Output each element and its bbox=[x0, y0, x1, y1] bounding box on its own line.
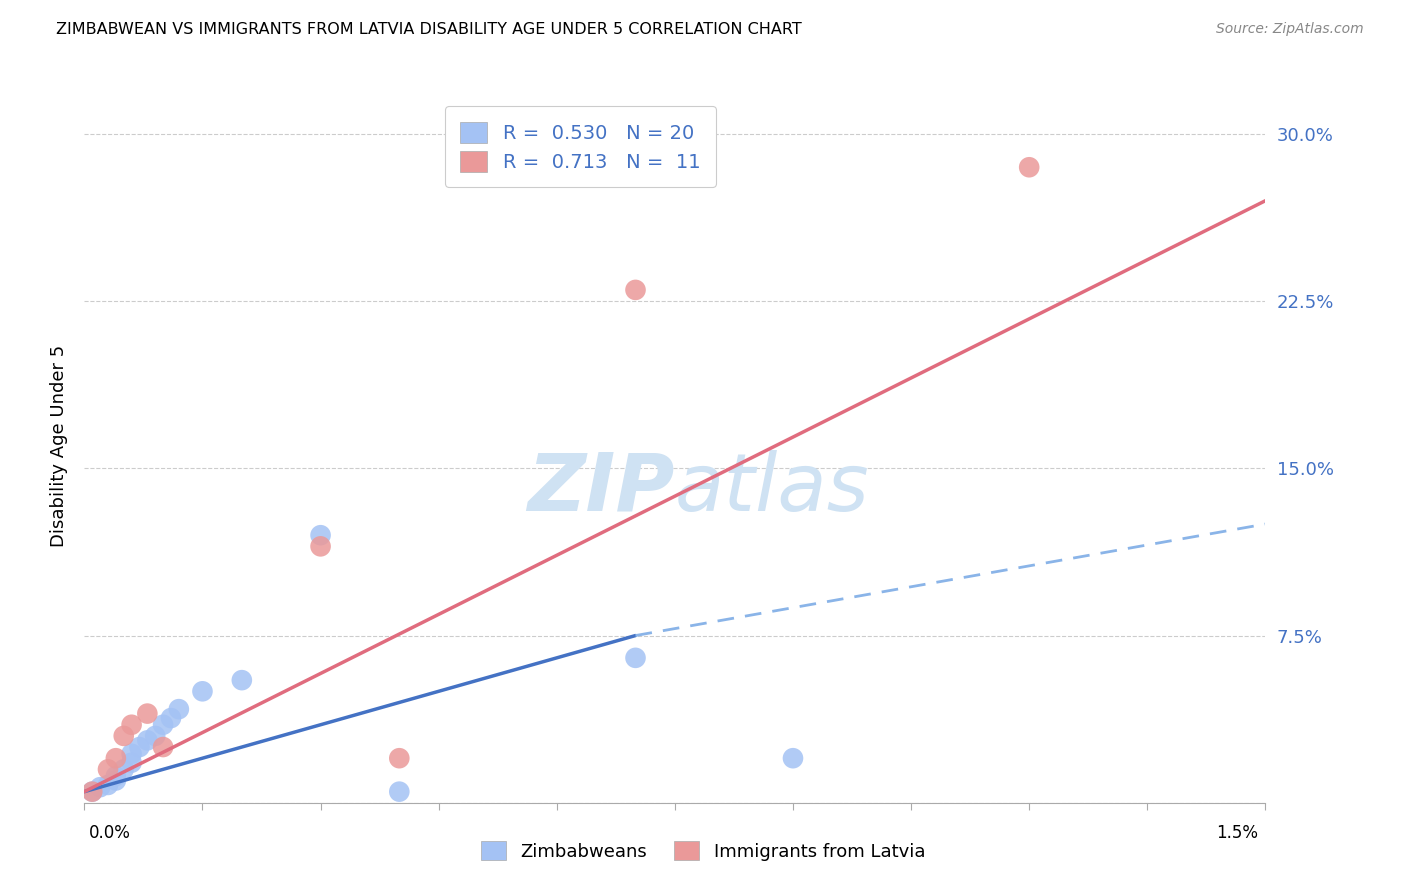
Point bbox=[104, 751, 127, 765]
Point bbox=[97, 762, 120, 776]
Point bbox=[104, 769, 127, 783]
Point bbox=[112, 729, 135, 743]
Text: ZIP: ZIP bbox=[527, 450, 675, 528]
Point bbox=[624, 651, 647, 665]
Point bbox=[152, 717, 174, 731]
Point bbox=[121, 756, 143, 770]
Point bbox=[136, 706, 159, 721]
Point bbox=[121, 747, 143, 761]
Text: 0.0%: 0.0% bbox=[89, 824, 131, 842]
Point bbox=[82, 785, 104, 799]
Point bbox=[104, 773, 127, 788]
Point bbox=[112, 762, 135, 776]
Point bbox=[160, 711, 183, 725]
Point bbox=[97, 778, 120, 792]
Point bbox=[388, 785, 411, 799]
Point bbox=[388, 751, 411, 765]
Point bbox=[1018, 161, 1040, 175]
Y-axis label: Disability Age Under 5: Disability Age Under 5 bbox=[49, 345, 67, 547]
Point bbox=[121, 717, 143, 731]
Text: atlas: atlas bbox=[675, 450, 870, 528]
Point bbox=[191, 684, 214, 698]
Text: 1.5%: 1.5% bbox=[1216, 824, 1258, 842]
Point bbox=[152, 740, 174, 755]
Point bbox=[82, 785, 104, 799]
Point bbox=[136, 733, 159, 747]
Point bbox=[309, 539, 332, 553]
Point bbox=[782, 751, 804, 765]
Text: Source: ZipAtlas.com: Source: ZipAtlas.com bbox=[1216, 22, 1364, 37]
Point bbox=[624, 283, 647, 297]
Legend: Zimbabweans, Immigrants from Latvia: Zimbabweans, Immigrants from Latvia bbox=[471, 832, 935, 870]
Point bbox=[231, 673, 253, 687]
Point bbox=[309, 528, 332, 542]
Point bbox=[89, 780, 111, 794]
Text: ZIMBABWEAN VS IMMIGRANTS FROM LATVIA DISABILITY AGE UNDER 5 CORRELATION CHART: ZIMBABWEAN VS IMMIGRANTS FROM LATVIA DIS… bbox=[56, 22, 801, 37]
Point bbox=[167, 702, 190, 716]
Legend: R =  0.530   N = 20, R =  0.713   N =  11: R = 0.530 N = 20, R = 0.713 N = 11 bbox=[444, 106, 716, 187]
Point bbox=[128, 740, 150, 755]
Point bbox=[143, 729, 166, 743]
